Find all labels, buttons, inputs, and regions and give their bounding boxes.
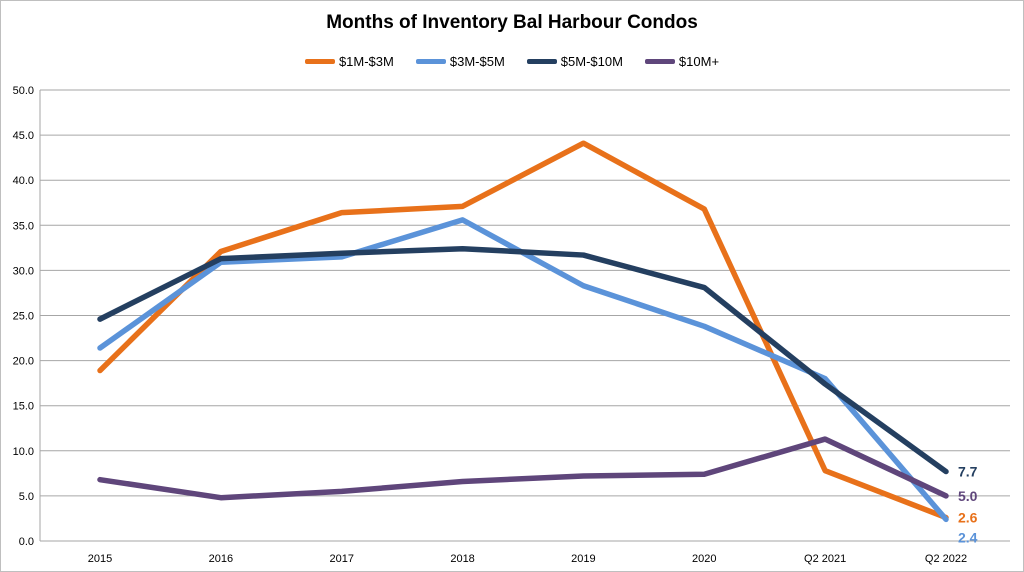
x-tick-label: 2020	[692, 553, 716, 565]
data-label: 2.4	[958, 530, 978, 546]
data-label: 7.7	[958, 464, 978, 480]
y-tick-label: 20.0	[13, 356, 34, 368]
legend-swatch	[304, 59, 335, 64]
legend-swatch	[644, 59, 675, 64]
legend-item: $10M+	[644, 54, 720, 69]
legend-item: $1M-$3M	[304, 54, 394, 69]
series-line-2	[97, 246, 949, 475]
chart-title: Months of Inventory Bal Harbour Condos	[326, 12, 698, 33]
y-tick-label: 10.0	[13, 446, 34, 458]
data-label: 5.0	[958, 488, 978, 504]
x-tick-label: 2019	[571, 553, 595, 565]
x-tick-label: 2018	[450, 553, 474, 565]
y-tick-label: 15.0	[13, 401, 34, 413]
y-tick-label: 35.0	[13, 220, 34, 232]
legend-label: $10M+	[678, 54, 720, 69]
series-line-1	[97, 217, 949, 523]
x-tick-label: 2017	[329, 553, 353, 565]
legend-label: $3M-$5M	[449, 54, 505, 69]
y-tick-label: 5.0	[19, 491, 34, 503]
y-tick-label: 50.0	[13, 85, 34, 97]
y-tick-label: 40.0	[13, 175, 34, 187]
y-tick-label: 0.0	[19, 536, 34, 548]
x-tick-label: Q2 2022	[925, 553, 967, 565]
x-tick-label: Q2 2021	[804, 553, 846, 565]
legend-swatch	[415, 59, 446, 64]
x-tick-label: 2016	[209, 553, 233, 565]
legend-item: $5M-$10M	[526, 54, 623, 69]
legend-label: $1M-$3M	[338, 54, 394, 69]
legend-label: $5M-$10M	[560, 54, 623, 69]
y-tick-label: 45.0	[13, 130, 34, 142]
y-tick-label: 30.0	[13, 265, 34, 277]
y-tick-label: 25.0	[13, 311, 34, 323]
chart-legend: $1M-$3M $3M-$5M $5M-$10M $10M+	[0, 54, 1024, 69]
legend-swatch	[526, 59, 557, 64]
x-tick-label: 2015	[88, 553, 112, 565]
data-label: 2.6	[958, 510, 978, 526]
legend-item: $3M-$5M	[415, 54, 505, 69]
series-line-0	[97, 140, 949, 521]
series-line-3	[97, 436, 949, 501]
